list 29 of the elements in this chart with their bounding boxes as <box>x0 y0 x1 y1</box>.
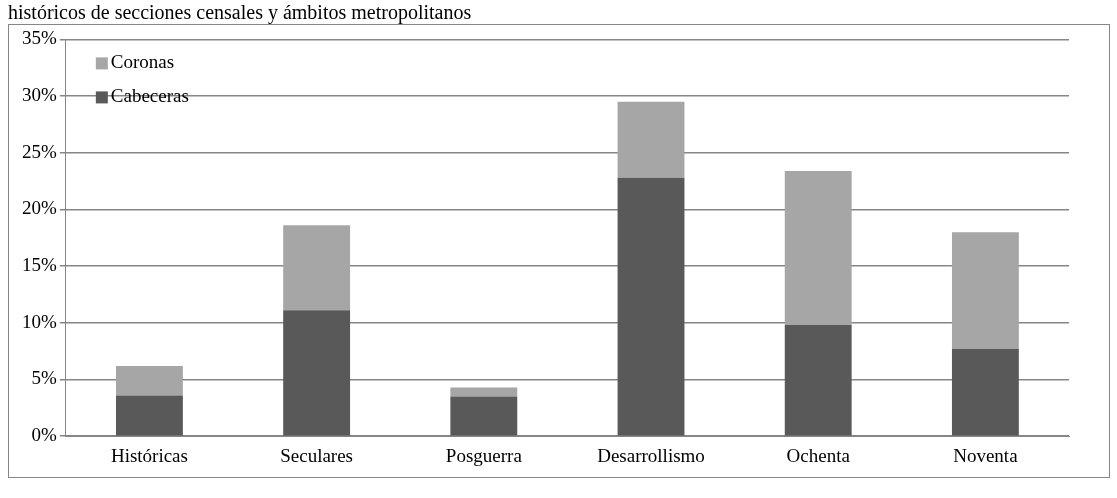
y-tick-label: 5% <box>31 367 57 389</box>
chart-title: históricos de secciones censales y ámbitos metropolitanos <box>8 0 473 24</box>
bar <box>784 325 852 436</box>
legend-label: Coronas <box>110 51 175 73</box>
y-tick-label: 30% <box>22 84 57 106</box>
x-tick-label: Ochenta <box>786 444 851 466</box>
bar <box>283 310 351 436</box>
bar <box>283 225 351 311</box>
bar <box>450 387 518 397</box>
x-tick-label: Desarrollismo <box>597 444 705 466</box>
bar <box>951 232 1019 349</box>
y-tick-label: 0% <box>31 424 57 446</box>
y-tick-label: 15% <box>22 254 57 276</box>
x-tick-label: Noventa <box>953 444 1019 466</box>
y-tick-label: 10% <box>22 310 57 332</box>
bar <box>784 170 852 326</box>
bar <box>617 177 685 436</box>
y-tick-label: 25% <box>22 140 57 162</box>
x-tick-label: Históricas <box>110 444 188 466</box>
legend-label: Cabeceras <box>110 85 189 107</box>
bar <box>450 396 518 436</box>
bar <box>617 101 685 178</box>
x-tick-label: Seculares <box>280 444 354 466</box>
x-tick-label: Posguerra <box>445 444 523 466</box>
bar <box>115 365 183 396</box>
y-tick-label: 35% <box>22 27 57 49</box>
y-tick-label: 20% <box>22 197 57 219</box>
bar <box>115 395 183 436</box>
bar <box>951 348 1019 436</box>
